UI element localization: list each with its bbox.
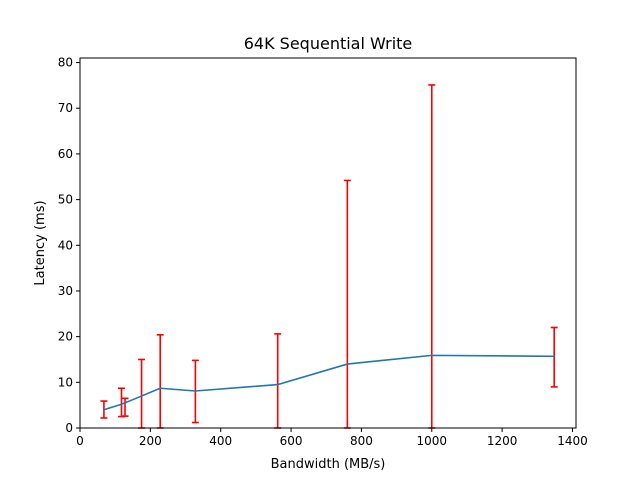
y-tick-label: 80 (58, 56, 73, 70)
x-axis-label: Bandwidth (MB/s) (271, 457, 386, 472)
chart-title: 64K Sequential Write (244, 34, 413, 53)
data-point-8 (553, 355, 555, 357)
x-tick-label: 1000 (416, 434, 447, 448)
y-tick-label: 50 (58, 193, 73, 207)
y-tick-label: 60 (58, 147, 73, 161)
x-tick-label: 600 (280, 434, 303, 448)
y-tick-label: 10 (58, 375, 73, 389)
y-tick-label: 30 (58, 284, 73, 298)
x-tick-label: 1400 (557, 434, 588, 448)
x-tick-label: 1200 (487, 434, 518, 448)
data-point-4 (195, 390, 197, 392)
data-point-1 (121, 403, 123, 405)
x-tick-label: 200 (139, 434, 162, 448)
data-point-7 (431, 355, 433, 357)
data-point-6 (347, 363, 349, 365)
data-point-0 (103, 409, 105, 411)
y-tick-label: 20 (58, 330, 73, 344)
data-point-2 (124, 402, 126, 404)
data-point-3 (159, 387, 161, 389)
x-tick-label: 0 (76, 434, 84, 448)
y-tick-label: 70 (58, 101, 73, 115)
x-tick-label: 400 (209, 434, 232, 448)
y-tick-label: 40 (58, 238, 73, 252)
data-point-5 (277, 384, 279, 386)
y-tick-label: 0 (65, 421, 73, 435)
x-tick-label: 800 (350, 434, 373, 448)
y-axis-label: Latency (ms) (33, 200, 48, 285)
